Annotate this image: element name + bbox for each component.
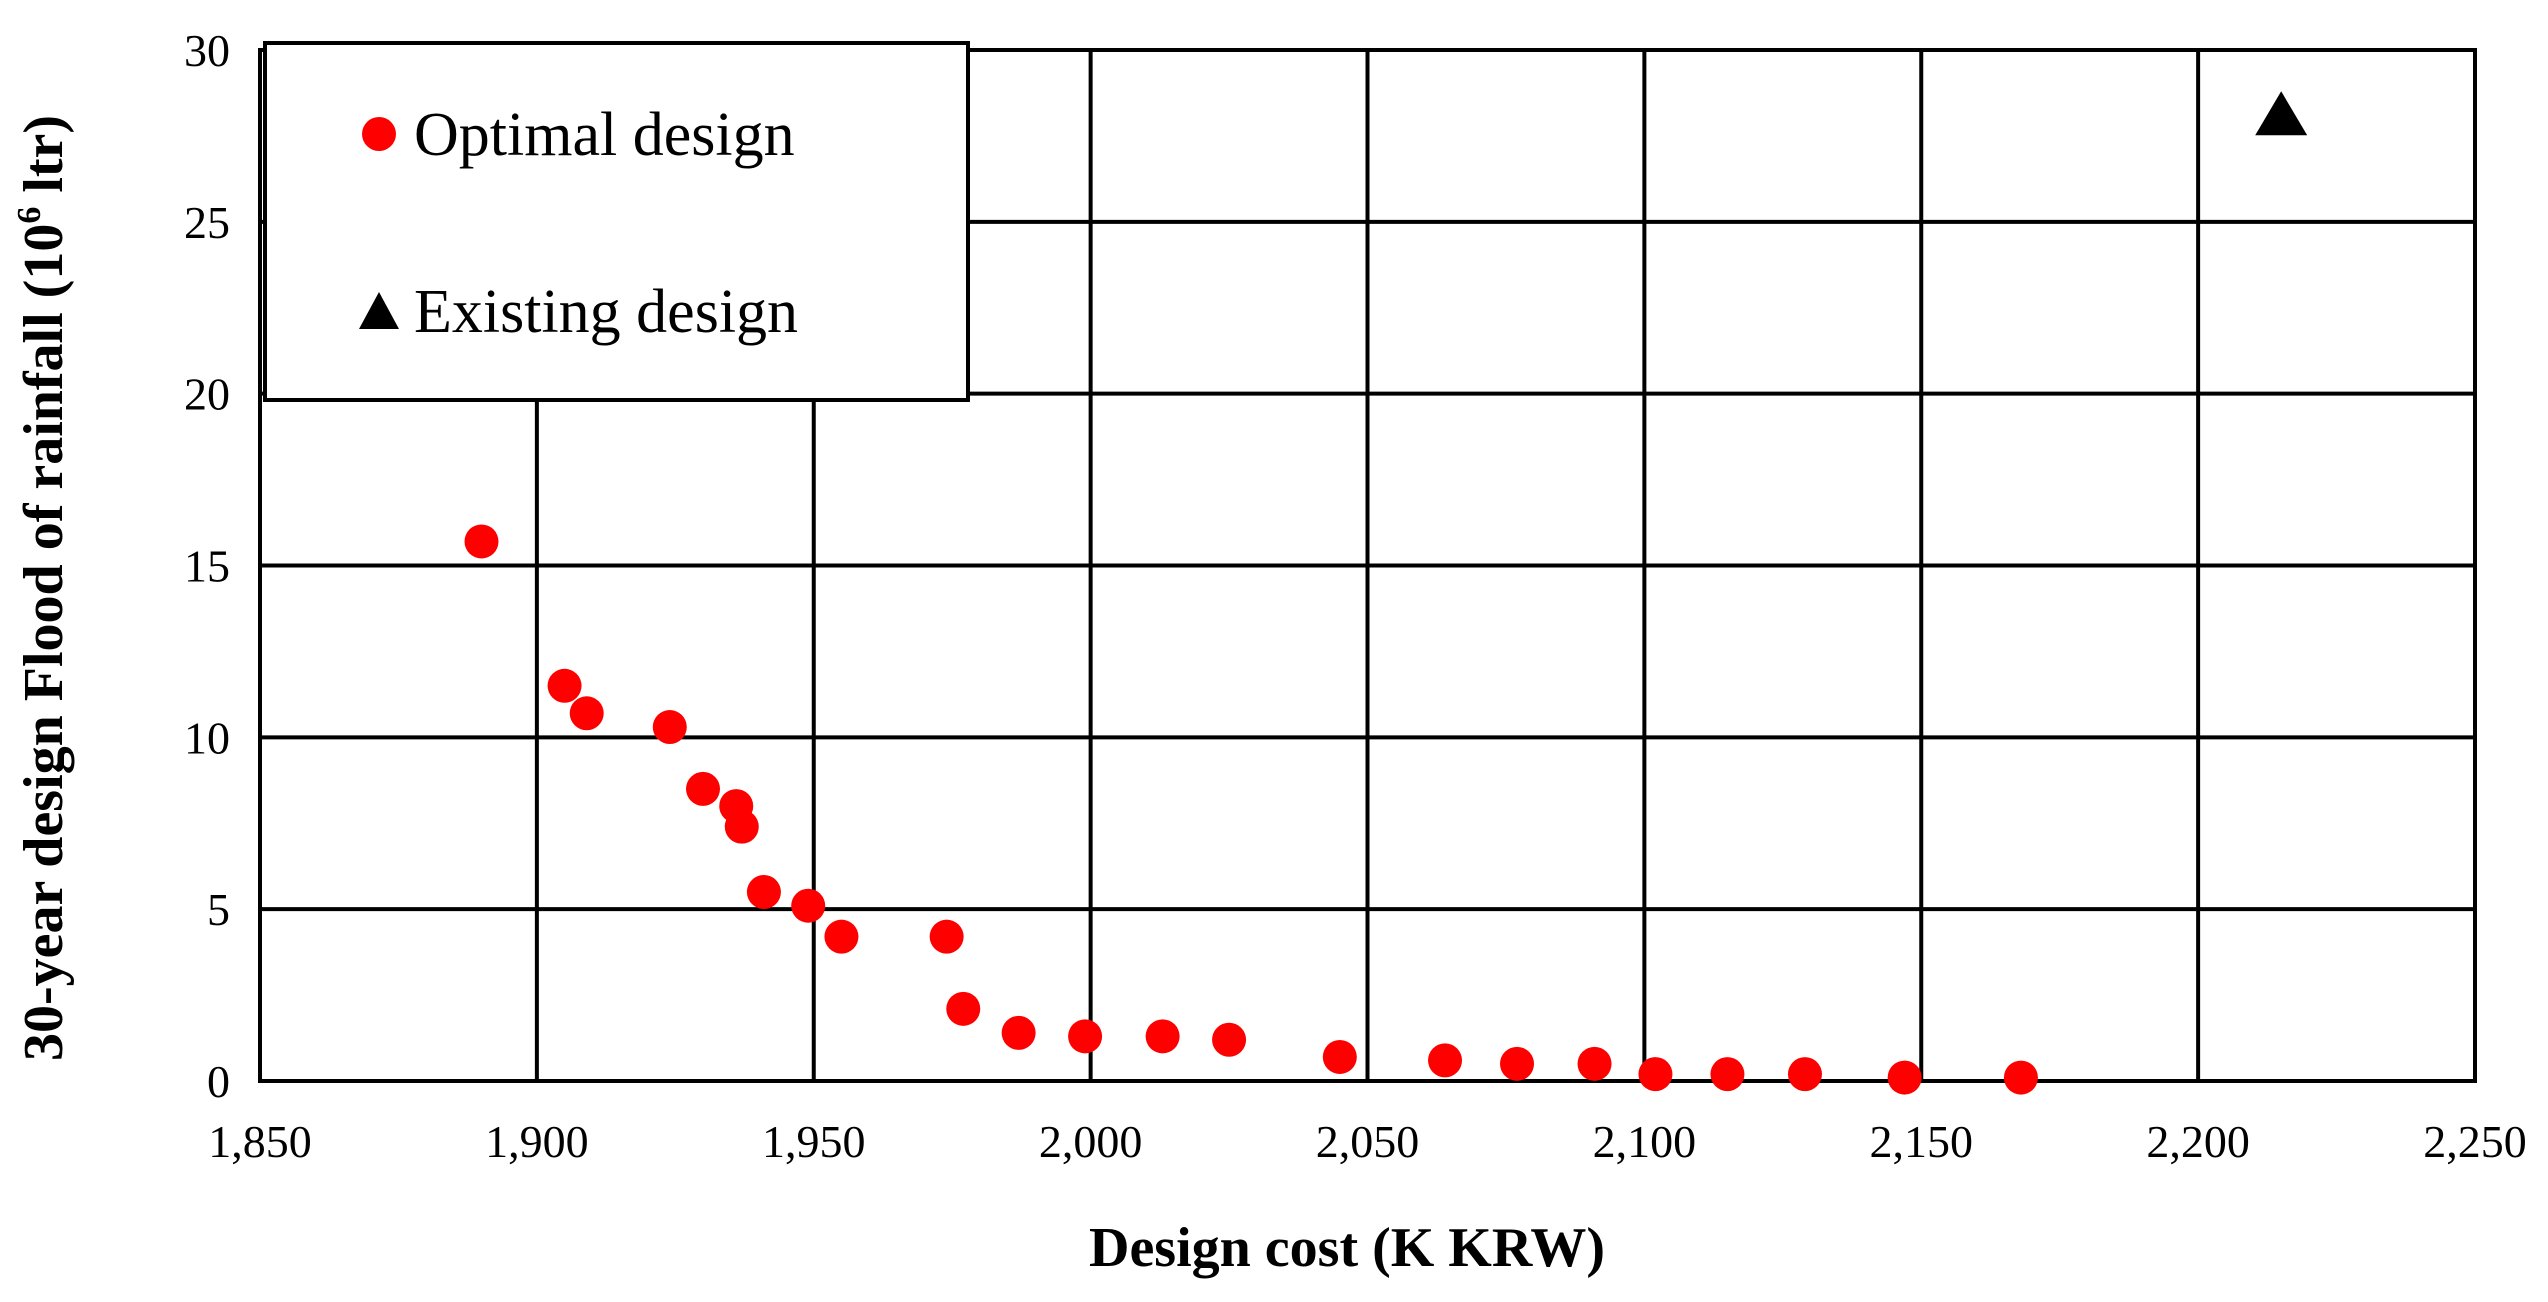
x-tick-label: 2,200 <box>2146 1116 2250 1167</box>
y-tick-label: 20 <box>184 369 230 420</box>
x-axis-title: Design cost (K KRW) <box>1089 1217 1605 1279</box>
optimal-design-point <box>824 919 859 954</box>
optimal-design-point <box>946 991 981 1026</box>
legend-optimal-label: Optimal design <box>414 101 795 169</box>
legend: Optimal design Existing design <box>263 41 970 402</box>
x-tick-label: 1,850 <box>208 1116 312 1167</box>
x-tick-label: 1,950 <box>762 1116 866 1167</box>
optimal-design-point <box>746 874 781 909</box>
y-tick-label: 25 <box>184 197 230 248</box>
y-tick-label: 0 <box>207 1056 230 1107</box>
legend-box <box>263 41 970 402</box>
optimal-design-point <box>1638 1057 1673 1092</box>
y-axis-title-superscript: 6 <box>11 207 48 224</box>
legend-existing-marker <box>359 292 399 329</box>
x-tick-label: 2,050 <box>1316 1116 1420 1167</box>
legend-optimal-marker <box>362 117 396 151</box>
x-axis-tick-labels: 1,850 1,900 1,950 2,000 2,050 2,100 2,150 2,200… <box>208 1116 2527 1167</box>
y-tick-label: 10 <box>184 712 230 763</box>
optimal-design-point <box>1001 1015 1036 1050</box>
data-markers <box>464 91 2308 1095</box>
optimal-design-point <box>724 809 759 844</box>
optimal-design-point <box>569 696 604 731</box>
optimal-design-point <box>1068 1019 1103 1054</box>
y-axis-title-prefix: 30-year design Flood of rainfall (10 <box>13 224 75 1061</box>
optimal-design-point <box>1787 1057 1822 1092</box>
optimal-design-point <box>1428 1043 1463 1078</box>
x-tick-label: 2,150 <box>1870 1116 1974 1167</box>
y-tick-label: 30 <box>184 25 230 76</box>
y-tick-label: 5 <box>207 884 230 935</box>
optimal-design-point <box>1322 1039 1357 1074</box>
optimal-design-point <box>1500 1046 1535 1081</box>
optimal-design-point <box>1212 1022 1247 1057</box>
y-axis-title-suffix: ltr) <box>13 115 75 207</box>
optimal-design-point <box>652 710 687 745</box>
optimal-design-point <box>547 668 582 703</box>
x-tick-label: 2,250 <box>2423 1116 2527 1167</box>
legend-existing-label: Existing design <box>414 278 798 346</box>
x-tick-label: 2,000 <box>1039 1116 1143 1167</box>
x-tick-label: 1,900 <box>485 1116 589 1167</box>
y-tick-label: 15 <box>184 541 230 592</box>
optimal-design-point <box>464 524 499 559</box>
optimal-design-point <box>1577 1046 1612 1081</box>
optimal-design-point <box>791 888 826 923</box>
optimal-design-point <box>1710 1057 1745 1092</box>
optimal-design-point <box>2003 1060 2038 1095</box>
optimal-design-point <box>929 919 964 954</box>
optimal-design-point <box>1887 1060 1922 1095</box>
existing-design-point <box>2255 91 2308 136</box>
plot-area-frame <box>258 48 2477 1083</box>
x-tick-label: 2,100 <box>1593 1116 1697 1167</box>
y-axis-title: 30-year design Flood of rainfall (106 lt… <box>11 115 75 1061</box>
optimal-design-point <box>686 771 720 806</box>
optimal-design-point <box>1145 1019 1180 1054</box>
y-axis-tick-labels: 0 5 10 15 20 25 30 <box>184 25 230 1107</box>
